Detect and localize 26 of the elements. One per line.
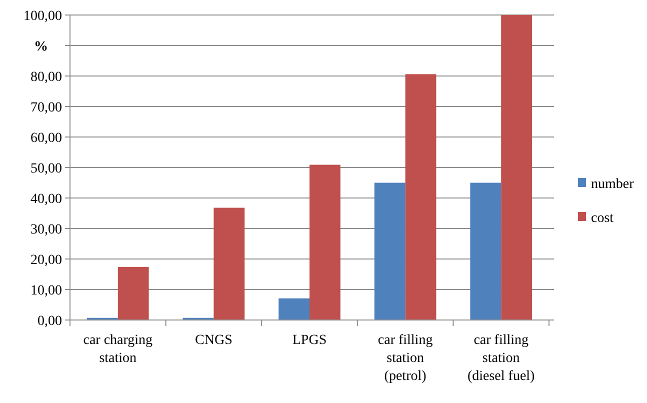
legend-label: number xyxy=(591,176,634,192)
bar xyxy=(501,15,532,320)
y-tick-label: 100,00 xyxy=(24,8,62,24)
legend-label: cost xyxy=(591,210,614,226)
y-tick-label: 10,00 xyxy=(30,283,62,298)
bar xyxy=(214,208,245,320)
y-tick-label: 60,00 xyxy=(30,130,62,146)
bar xyxy=(470,182,502,320)
bar xyxy=(405,74,436,320)
y-tick-label: 40,00 xyxy=(30,192,62,207)
y-axis-title: % xyxy=(34,39,48,54)
x-tick-label: LPGS xyxy=(292,333,327,348)
y-tick-label: 70,00 xyxy=(30,100,62,116)
bar xyxy=(310,164,340,320)
bar xyxy=(374,182,406,320)
y-tick-label: 30,00 xyxy=(30,222,62,238)
bar xyxy=(118,266,149,320)
x-tick-label: car filling station (petrol) xyxy=(378,333,433,384)
y-tick-label: 20,00 xyxy=(30,252,62,268)
x-tick-label: car filling station (diesel fuel) xyxy=(467,333,536,384)
x-tick-label: car charging station xyxy=(83,333,153,366)
bar xyxy=(278,298,310,320)
y-tick-label: 80,00 xyxy=(30,70,62,85)
y-tick-label: 0,00 xyxy=(38,314,62,329)
y-tick-label: 50,00 xyxy=(30,161,62,176)
x-tick-label: CNGS xyxy=(195,333,232,348)
